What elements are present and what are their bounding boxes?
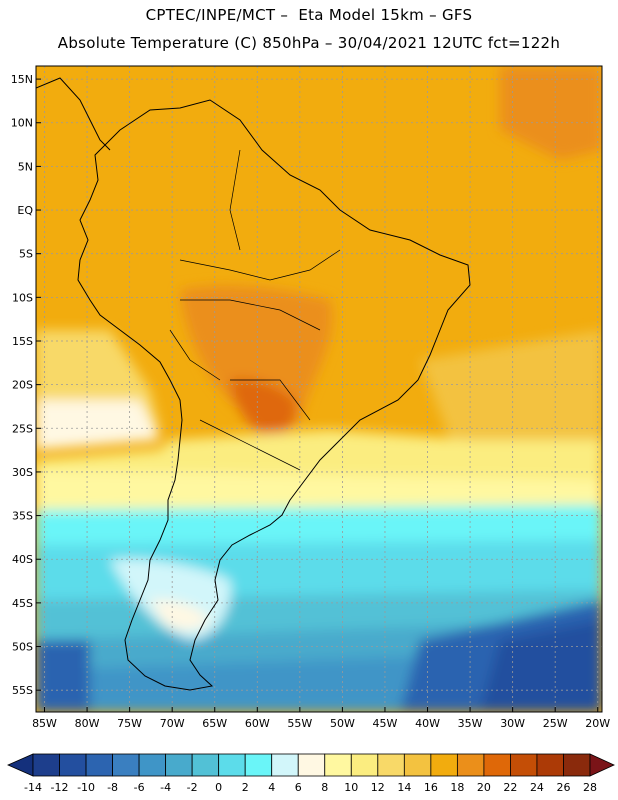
lat-label: 30S — [12, 466, 33, 479]
lat-label: 55S — [12, 684, 33, 697]
south-america-coastline — [77, 99, 471, 691]
colorbar-swatch — [563, 753, 591, 777]
colorbar-swatch — [456, 753, 485, 777]
lon-label: 60W — [245, 717, 270, 730]
lat-label: 5N — [18, 160, 33, 173]
lat-label: 10S — [12, 291, 33, 304]
lat-label: 5S — [19, 248, 33, 261]
colorbar-swatch — [271, 753, 299, 777]
lon-label: 35W — [458, 717, 483, 730]
colorbar-swatch — [138, 753, 167, 777]
lat-label: EQ — [17, 204, 33, 217]
lat-label: 25S — [12, 422, 33, 435]
colorbar-swatch — [165, 753, 193, 777]
colorbar-label: 0 — [215, 781, 222, 794]
colorbar-swatch — [32, 753, 60, 777]
colorbar-label: 6 — [295, 781, 302, 794]
lat-label: 15S — [12, 335, 33, 348]
map-frame — [35, 65, 603, 713]
lon-label: 85W — [32, 717, 57, 730]
lon-label: 70W — [160, 717, 185, 730]
lon-label: 80W — [75, 717, 100, 730]
colorbar-swatch — [59, 753, 87, 777]
lon-label: 75W — [117, 717, 142, 730]
colorbar-label: 16 — [424, 781, 438, 794]
colorbar-swatch — [85, 753, 113, 777]
lat-label: 20S — [12, 379, 33, 392]
axis-ticks: 15N 10N 5N EQ 5S 10S 15S 20S 25S 30S 35S 40S 45S 50S 5… — [11, 73, 611, 730]
lon-label: 45W — [373, 717, 398, 730]
colorbar-label: 24 — [530, 781, 544, 794]
country-borders — [169, 149, 341, 471]
colorbar-label: 8 — [321, 781, 328, 794]
lon-label: 40W — [415, 717, 440, 730]
colorbar-label: -14 — [24, 781, 42, 794]
lon-label: 55W — [287, 717, 312, 730]
map-title-line2: Absolute Temperature (C) 850hPa – 30/04/… — [57, 34, 561, 52]
colorbar-swatch — [112, 753, 140, 777]
central-america-coastline — [36, 77, 111, 151]
colorbar-label: -10 — [77, 781, 95, 794]
colorbar-swatch — [430, 753, 458, 777]
colorbar-label: 4 — [268, 781, 275, 794]
lat-label: 45S — [12, 597, 33, 610]
colorbar-swatch — [377, 753, 405, 777]
colorbar-label: -6 — [134, 781, 145, 794]
lon-label: 20W — [585, 717, 610, 730]
colorbar-label: -4 — [160, 781, 171, 794]
colorbar-label: 14 — [397, 781, 411, 794]
colorbar-high-arrow — [589, 753, 615, 777]
temperature-field — [36, 66, 602, 712]
colorbar-label: 22 — [503, 781, 517, 794]
lon-label: 25W — [543, 717, 568, 730]
lat-label: 35S — [12, 510, 33, 523]
lon-label: 30W — [500, 717, 525, 730]
colorbar-label: -12 — [51, 781, 69, 794]
colorbar-swatch — [483, 753, 511, 777]
colorbar-label: 26 — [556, 781, 570, 794]
colorbar-label: 28 — [583, 781, 597, 794]
colorbar: -14 -12 -10 -8 -6 -4 -2 0 2 4 6 8 10 12 14 16 18 20 22 24 26… — [7, 753, 615, 794]
lon-label: 65W — [202, 717, 227, 730]
lat-label: 40S — [12, 553, 33, 566]
map-title-line1: CPTEC/INPE/MCT – Eta Model 15km – GFS — [145, 6, 473, 24]
colorbar-label: 20 — [477, 781, 491, 794]
colorbar-label: 18 — [450, 781, 464, 794]
lat-label: 50S — [12, 641, 33, 654]
colorbar-label: 2 — [242, 781, 249, 794]
colorbar-swatch — [191, 753, 220, 777]
colorbar-swatch — [536, 753, 564, 777]
lat-label: 10N — [11, 117, 33, 130]
colorbar-label: -8 — [107, 781, 118, 794]
colorbar-swatch — [403, 753, 432, 777]
colorbar-low-arrow — [7, 753, 34, 777]
colorbar-swatch — [350, 753, 379, 777]
colorbar-swatch — [324, 753, 352, 777]
colorbar-label: -2 — [187, 781, 198, 794]
colorbar-label: 10 — [344, 781, 358, 794]
lat-label: 15N — [11, 73, 33, 86]
colorbar-swatch — [297, 753, 326, 777]
colorbar-label: 12 — [371, 781, 385, 794]
temperature-map: 15N 10N 5N EQ 5S 10S 15S 20S 25S 30S 35S 40S 45S 50S 5… — [11, 65, 611, 730]
colorbar-swatch — [510, 753, 538, 777]
colorbar-swatch — [244, 753, 273, 777]
colorbar-swatch — [218, 753, 246, 777]
lon-label: 50W — [330, 717, 355, 730]
lat-lon-grid — [36, 66, 602, 712]
